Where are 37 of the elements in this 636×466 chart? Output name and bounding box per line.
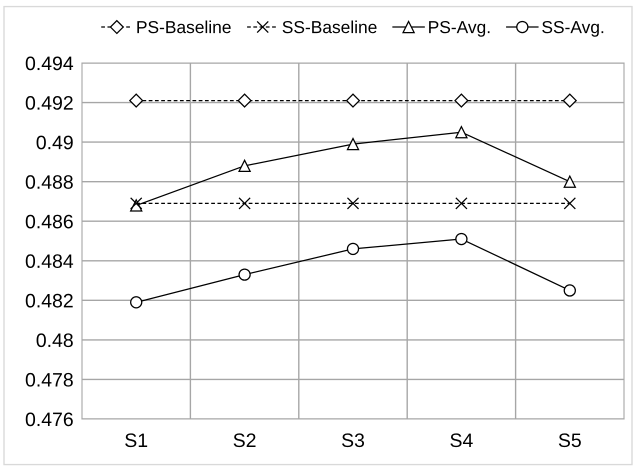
x-tick-label: S4 bbox=[450, 433, 473, 448]
point bbox=[455, 197, 468, 210]
point bbox=[130, 296, 142, 308]
y-tick-label: 0.492 bbox=[26, 96, 73, 110]
x-tick-label: S2 bbox=[234, 433, 256, 448]
point bbox=[455, 232, 468, 246]
legend-label: SS-Avg. bbox=[542, 20, 604, 37]
point bbox=[238, 94, 252, 108]
point bbox=[564, 197, 576, 210]
legend-label: PS-Baseline bbox=[137, 20, 231, 34]
point bbox=[346, 197, 360, 210]
y-tick-label: 0.478 bbox=[26, 372, 73, 387]
y-tick-label: 0.482 bbox=[26, 294, 73, 308]
y-tick-label: 0.488 bbox=[26, 175, 73, 189]
point bbox=[455, 126, 468, 138]
point bbox=[346, 242, 360, 256]
x-tick-label: S5 bbox=[558, 433, 581, 448]
y-tick-label: 0.486 bbox=[26, 214, 73, 228]
y-tick-label: 0.484 bbox=[26, 254, 74, 268]
point bbox=[564, 284, 576, 297]
point bbox=[238, 197, 251, 210]
x-tick-label: S3 bbox=[342, 433, 364, 448]
point bbox=[238, 268, 251, 281]
point bbox=[454, 94, 468, 108]
y-tick-label: 0.48 bbox=[36, 333, 73, 348]
legend-label: PS-Avg. bbox=[429, 20, 490, 37]
point bbox=[562, 94, 577, 108]
point bbox=[238, 160, 251, 172]
point bbox=[129, 94, 144, 108]
y-tick-label: 0.476 bbox=[26, 412, 73, 426]
y-tick-label: 0.494 bbox=[26, 56, 74, 70]
y-tick-label: 0.49 bbox=[36, 136, 73, 150]
point bbox=[564, 175, 576, 188]
point bbox=[346, 94, 360, 108]
x-tick-label: S1 bbox=[125, 433, 148, 448]
point bbox=[346, 138, 360, 150]
legend-label: SS-Baseline bbox=[282, 20, 377, 34]
